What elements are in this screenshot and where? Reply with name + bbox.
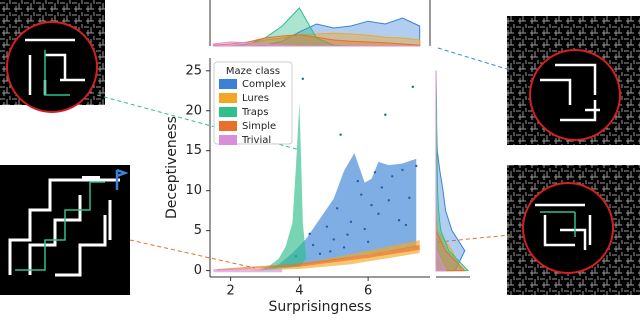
point (311, 243, 315, 247)
point (415, 164, 418, 168)
point (360, 193, 363, 196)
point (332, 238, 335, 241)
point (363, 227, 366, 231)
point (301, 77, 305, 80)
density-region (271, 153, 417, 269)
legend-label: Simple (242, 121, 276, 132)
legend-swatch (219, 79, 237, 89)
y-tick-label: 20 (185, 103, 202, 118)
legend-swatch (219, 121, 237, 131)
x-tick-label: 4 (295, 284, 303, 299)
point (408, 196, 411, 200)
x-axis-label: Surprisingness (268, 299, 371, 315)
point (411, 85, 415, 88)
top-density (212, 41, 420, 47)
point (318, 252, 322, 256)
right-density (435, 70, 447, 272)
top-density (213, 32, 421, 47)
maze-bottom-left (0, 165, 130, 295)
top-density (212, 34, 421, 47)
point (356, 179, 360, 183)
point (335, 207, 339, 210)
x-tick-label: 6 (364, 284, 372, 299)
legend-swatch (219, 93, 237, 103)
point (325, 225, 329, 228)
legend-title: Maze class (226, 66, 280, 77)
legend-swatch (219, 107, 237, 117)
point (390, 175, 394, 178)
y-tick-label: 25 (185, 63, 202, 78)
y-tick-label: 15 (185, 143, 202, 158)
point (404, 223, 408, 227)
y-tick-label: 0 (194, 263, 202, 278)
legend-label: Complex (242, 79, 286, 90)
legend-swatch (219, 135, 237, 145)
point (384, 113, 387, 116)
point (342, 246, 346, 249)
point (308, 232, 311, 236)
point (366, 240, 370, 244)
x-tick-label: 2 (226, 284, 234, 299)
y-tick-label: 5 (194, 223, 202, 238)
point (387, 199, 390, 202)
y-axis-label: Deceptiveness (164, 116, 180, 219)
legend-label: Trivial (241, 135, 271, 146)
density-region (258, 102, 307, 271)
point (401, 168, 404, 172)
density-region (213, 269, 283, 273)
point (349, 220, 353, 224)
point (377, 212, 380, 216)
point (370, 203, 373, 207)
density-region (216, 245, 420, 271)
point (346, 233, 349, 236)
maze-top-right (507, 16, 640, 145)
point (339, 133, 342, 136)
maze-bottom-right (507, 165, 640, 295)
point (380, 186, 384, 189)
point (397, 219, 401, 222)
y-tick-label: 10 (185, 183, 202, 198)
maze-top-left (0, 0, 105, 113)
point (373, 171, 377, 174)
legend-label: Traps (241, 107, 268, 118)
point (329, 250, 332, 253)
legend-label: Lures (242, 93, 269, 104)
